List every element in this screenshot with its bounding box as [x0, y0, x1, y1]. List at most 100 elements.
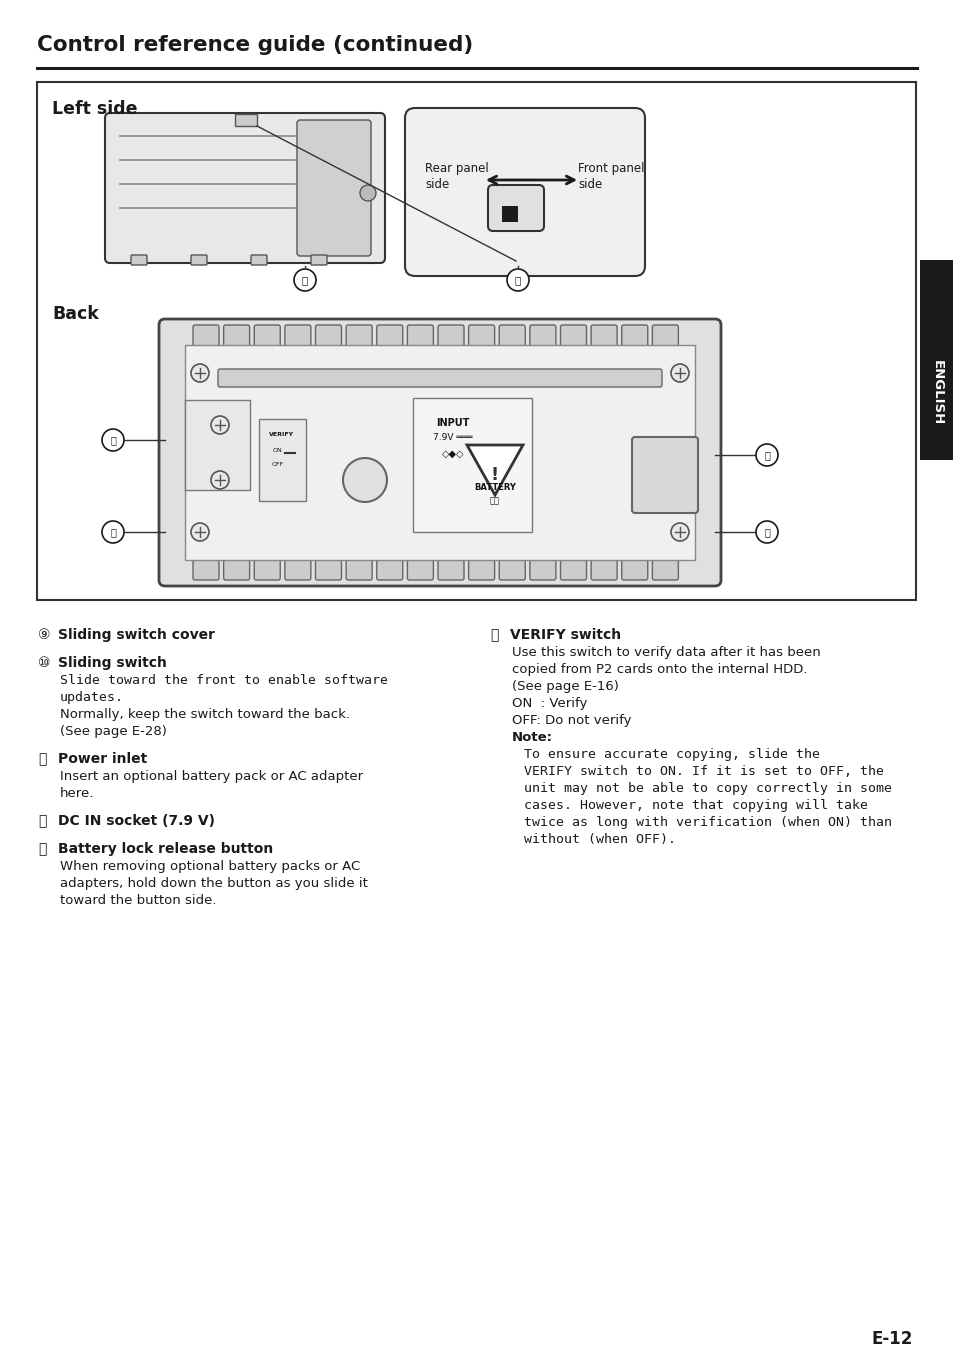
FancyBboxPatch shape — [254, 325, 280, 349]
FancyBboxPatch shape — [621, 325, 647, 349]
Text: ENGLISH: ENGLISH — [929, 360, 943, 425]
Text: VERIFY switch: VERIFY switch — [510, 629, 620, 642]
FancyBboxPatch shape — [529, 560, 556, 580]
Text: DC IN socket (7.9 V): DC IN socket (7.9 V) — [58, 813, 214, 828]
Text: (See page E-28): (See page E-28) — [60, 724, 167, 738]
FancyBboxPatch shape — [437, 325, 463, 349]
Text: unit may not be able to copy correctly in some: unit may not be able to copy correctly i… — [523, 782, 891, 795]
Text: twice as long with verification (when ON) than: twice as long with verification (when ON… — [523, 816, 891, 830]
Text: ⑶: ⑶ — [490, 629, 497, 642]
FancyBboxPatch shape — [254, 560, 280, 580]
FancyBboxPatch shape — [621, 560, 647, 580]
FancyBboxPatch shape — [251, 255, 267, 264]
Text: Use this switch to verify data after it has been: Use this switch to verify data after it … — [512, 646, 820, 660]
FancyBboxPatch shape — [652, 560, 678, 580]
FancyBboxPatch shape — [311, 255, 327, 264]
Circle shape — [102, 429, 124, 451]
Text: E-12: E-12 — [871, 1330, 912, 1348]
FancyBboxPatch shape — [560, 325, 586, 349]
FancyBboxPatch shape — [560, 560, 586, 580]
Text: OFF: Do not verify: OFF: Do not verify — [512, 714, 631, 727]
Text: 電池: 電池 — [490, 496, 499, 505]
Text: BATTERY: BATTERY — [474, 483, 516, 492]
Text: Normally, keep the switch toward the back.: Normally, keep the switch toward the bac… — [60, 708, 350, 720]
Text: ㉓: ㉓ — [110, 527, 116, 537]
Text: updates.: updates. — [60, 691, 124, 704]
FancyBboxPatch shape — [413, 398, 532, 532]
Text: OFF: OFF — [272, 461, 284, 467]
FancyBboxPatch shape — [498, 560, 525, 580]
Text: ㉑: ㉑ — [763, 527, 769, 537]
Circle shape — [359, 185, 375, 201]
FancyBboxPatch shape — [468, 325, 494, 349]
Text: ⑱: ⑱ — [301, 275, 308, 285]
FancyBboxPatch shape — [529, 325, 556, 349]
Text: Left side: Left side — [52, 100, 137, 117]
Text: Note:: Note: — [512, 731, 553, 745]
FancyBboxPatch shape — [346, 560, 372, 580]
Text: adapters, hold down the button as you slide it: adapters, hold down the button as you sl… — [60, 877, 368, 890]
Text: INPUT: INPUT — [436, 418, 469, 428]
FancyBboxPatch shape — [131, 255, 147, 264]
FancyBboxPatch shape — [501, 206, 517, 223]
Text: Slide toward the front to enable software: Slide toward the front to enable softwar… — [60, 674, 388, 687]
Circle shape — [670, 364, 688, 382]
FancyBboxPatch shape — [223, 560, 250, 580]
FancyBboxPatch shape — [159, 318, 720, 585]
Text: Power inlet: Power inlet — [58, 751, 147, 766]
FancyBboxPatch shape — [591, 560, 617, 580]
Text: Rear panel
side: Rear panel side — [424, 162, 488, 192]
Text: VERIFY switch to ON. If it is set to OFF, the: VERIFY switch to ON. If it is set to OFF… — [523, 765, 883, 778]
FancyBboxPatch shape — [193, 560, 219, 580]
Text: Front panel
side: Front panel side — [578, 162, 644, 192]
FancyBboxPatch shape — [488, 185, 543, 231]
Circle shape — [191, 523, 209, 541]
Text: ㉒: ㉒ — [763, 451, 769, 460]
Text: cases. However, note that copying will take: cases. However, note that copying will t… — [523, 799, 867, 812]
Circle shape — [294, 268, 315, 291]
FancyBboxPatch shape — [468, 560, 494, 580]
Text: Sliding switch cover: Sliding switch cover — [58, 629, 214, 642]
Text: ◇◆◇: ◇◆◇ — [441, 449, 464, 459]
Text: (See page E-16): (See page E-16) — [512, 680, 618, 693]
Text: ⑲: ⑲ — [38, 842, 47, 857]
Circle shape — [755, 521, 778, 544]
Text: ⑱: ⑱ — [38, 813, 47, 828]
Text: Battery lock release button: Battery lock release button — [58, 842, 273, 857]
Circle shape — [343, 459, 387, 502]
Polygon shape — [467, 445, 522, 495]
FancyBboxPatch shape — [258, 420, 306, 500]
Circle shape — [211, 471, 229, 488]
FancyBboxPatch shape — [919, 260, 953, 460]
Text: here.: here. — [60, 786, 94, 800]
FancyBboxPatch shape — [193, 325, 219, 349]
FancyBboxPatch shape — [315, 325, 341, 349]
Text: Insert an optional battery pack or AC adapter: Insert an optional battery pack or AC ad… — [60, 770, 363, 782]
FancyBboxPatch shape — [652, 325, 678, 349]
Text: ON: ON — [273, 448, 283, 453]
FancyBboxPatch shape — [296, 120, 371, 256]
FancyBboxPatch shape — [346, 325, 372, 349]
FancyBboxPatch shape — [234, 115, 256, 125]
FancyBboxPatch shape — [407, 560, 433, 580]
FancyBboxPatch shape — [498, 325, 525, 349]
Text: Sliding switch: Sliding switch — [58, 656, 167, 670]
FancyBboxPatch shape — [631, 437, 698, 513]
Text: To ensure accurate copying, slide the: To ensure accurate copying, slide the — [523, 747, 820, 761]
Text: ON  : Verify: ON : Verify — [512, 697, 587, 710]
Text: !: ! — [491, 465, 498, 484]
FancyBboxPatch shape — [285, 560, 311, 580]
FancyBboxPatch shape — [185, 345, 695, 560]
Circle shape — [102, 521, 124, 544]
FancyBboxPatch shape — [105, 113, 385, 263]
Text: toward the button side.: toward the button side. — [60, 894, 216, 907]
Circle shape — [670, 523, 688, 541]
FancyBboxPatch shape — [191, 255, 207, 264]
FancyBboxPatch shape — [185, 401, 250, 490]
Text: ⑨: ⑨ — [38, 629, 51, 642]
FancyBboxPatch shape — [407, 325, 433, 349]
Circle shape — [506, 268, 529, 291]
FancyBboxPatch shape — [285, 325, 311, 349]
FancyBboxPatch shape — [218, 370, 661, 387]
FancyBboxPatch shape — [376, 325, 402, 349]
